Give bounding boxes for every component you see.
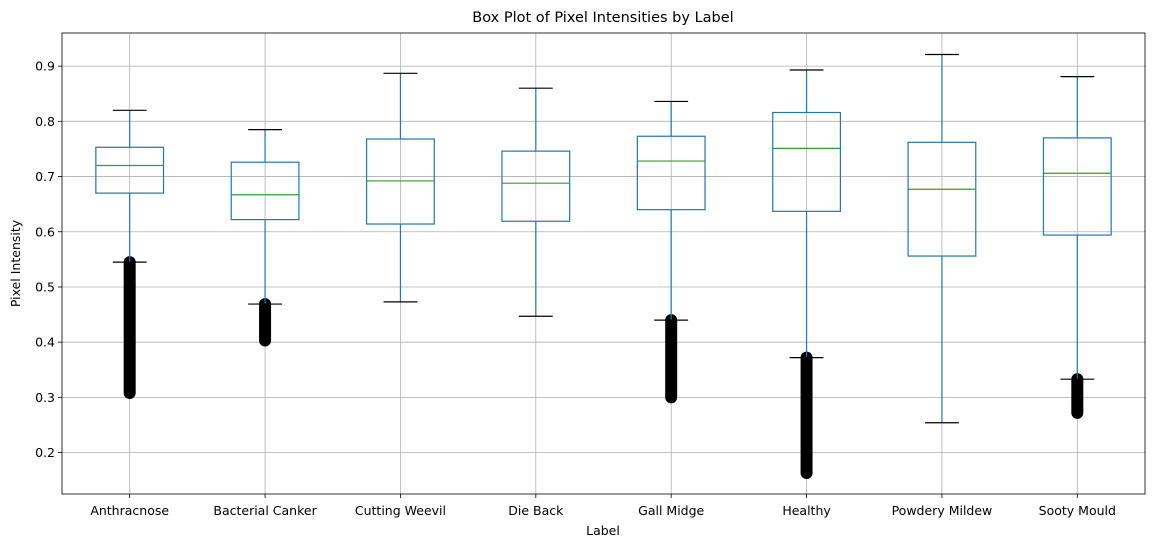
x-tick-label: Healthy (782, 503, 831, 518)
y-tick-label: 0.3 (35, 390, 55, 405)
y-axis-label: Pixel Intensity (8, 219, 23, 307)
iqr-box (501, 150, 571, 222)
plot-area (95, 53, 1112, 480)
y-axis: 0.2 0.3 0.4 0.5 0.6 0.7 0.8 0.9 (35, 59, 62, 460)
y-tick-label: 0.4 (35, 335, 55, 350)
iqr-box (636, 135, 706, 211)
iqr-box (772, 111, 842, 212)
box-7 (907, 53, 977, 424)
x-tick-label: Cutting Weevil (355, 503, 446, 518)
y-tick-label: 0.5 (35, 279, 55, 294)
y-tick-label: 0.9 (35, 59, 55, 74)
box-5 (636, 100, 706, 404)
y-tick-label: 0.7 (35, 169, 55, 184)
box-8 (1042, 76, 1112, 419)
x-tick-label: Anthracnose (90, 503, 169, 518)
box-6 (772, 69, 842, 480)
x-tick-label: Bacterial Canker (213, 503, 317, 518)
box-4 (501, 87, 571, 317)
y-tick-label: 0.6 (35, 224, 55, 239)
y-tick-label: 0.8 (35, 114, 55, 129)
plot-frame (61, 32, 1146, 495)
x-tick-label: Powdery Mildew (892, 503, 993, 518)
iqr-box (907, 141, 977, 257)
y-tick-label: 0.2 (35, 445, 55, 460)
box-1 (95, 109, 165, 399)
x-tick-label: Gall Midge (638, 503, 704, 518)
x-tick-label: Sooty Mould (1039, 503, 1116, 518)
box-3 (365, 72, 435, 303)
x-axis: Anthracnose Bacterial Canker Cutting Weevi… (90, 494, 1116, 518)
iqr-box (1042, 137, 1112, 236)
chart-title: Box Plot of Pixel Intensities by Label (472, 10, 733, 26)
iqr-box (230, 161, 300, 221)
box-2 (230, 129, 300, 347)
x-axis-label: Label (586, 523, 620, 538)
iqr-box (95, 146, 165, 194)
grid-lines (62, 33, 1145, 494)
x-tick-label: Die Back (508, 503, 564, 518)
